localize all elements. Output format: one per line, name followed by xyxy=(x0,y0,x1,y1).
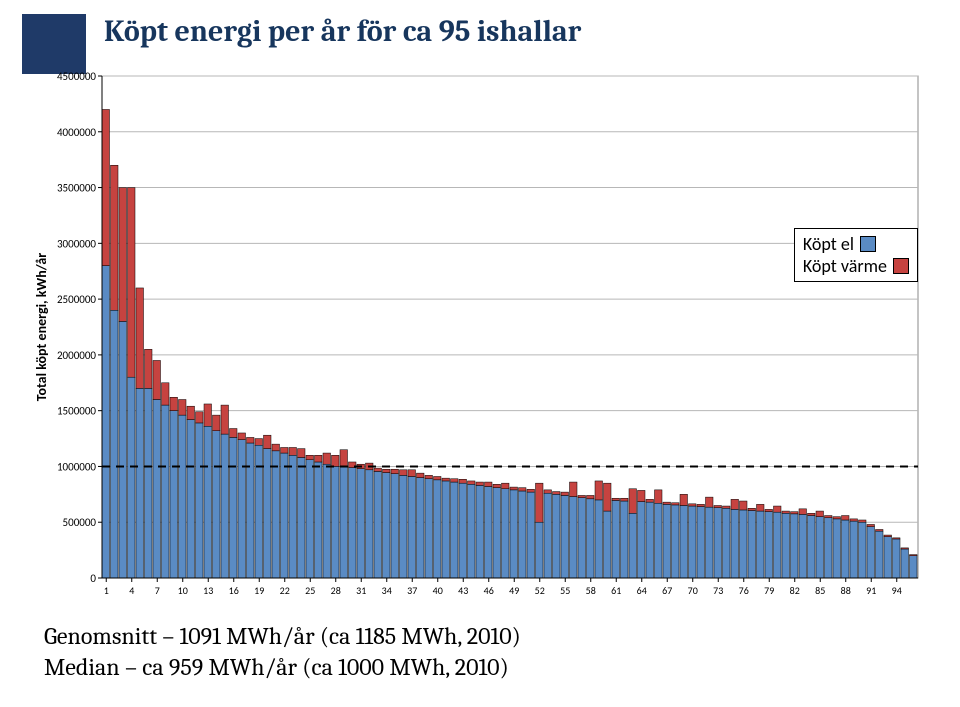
slide-title: Köpt energi per år för ca 95 ishallar xyxy=(104,14,581,49)
svg-text:10: 10 xyxy=(178,584,188,597)
legend-varme-swatch xyxy=(893,258,909,274)
summary-line-1: Genomsnitt – 1091 MWh/år (ca 1185 MWh, 2… xyxy=(44,621,521,652)
legend: Köpt el Köpt värme xyxy=(794,228,918,282)
svg-text:3500000: 3500000 xyxy=(57,182,96,195)
svg-text:67: 67 xyxy=(662,584,672,597)
svg-text:34: 34 xyxy=(382,584,392,597)
svg-text:82: 82 xyxy=(790,584,800,597)
svg-text:25: 25 xyxy=(305,584,315,597)
svg-text:91: 91 xyxy=(866,584,876,597)
svg-text:70: 70 xyxy=(688,584,698,597)
svg-text:49: 49 xyxy=(509,584,519,597)
svg-text:7: 7 xyxy=(155,584,160,597)
slide-accent-box xyxy=(22,14,86,74)
svg-text:2500000: 2500000 xyxy=(57,293,96,306)
svg-text:22: 22 xyxy=(280,584,290,597)
legend-el-swatch xyxy=(860,236,876,252)
svg-text:73: 73 xyxy=(713,584,723,597)
svg-text:52: 52 xyxy=(535,584,545,597)
svg-text:4000000: 4000000 xyxy=(57,126,96,139)
legend-varme-label: Köpt värme xyxy=(803,255,887,277)
svg-text:13: 13 xyxy=(203,584,213,597)
svg-text:88: 88 xyxy=(841,584,851,597)
svg-text:79: 79 xyxy=(764,584,774,597)
svg-text:Total köpt energi, kWh/år: Total köpt energi, kWh/år xyxy=(33,253,50,402)
svg-text:19: 19 xyxy=(254,584,264,597)
svg-text:61: 61 xyxy=(611,584,621,597)
svg-text:4500000: 4500000 xyxy=(57,70,96,83)
svg-text:500000: 500000 xyxy=(63,516,97,529)
svg-text:85: 85 xyxy=(815,584,825,597)
svg-text:94: 94 xyxy=(892,584,902,597)
svg-text:28: 28 xyxy=(331,584,341,597)
svg-text:40: 40 xyxy=(433,584,443,597)
svg-text:37: 37 xyxy=(407,584,417,597)
svg-text:1: 1 xyxy=(104,584,109,597)
svg-text:0: 0 xyxy=(90,572,96,585)
summary-line-2: Median – ca 959 MWh/år (ca 1000 MWh, 201… xyxy=(44,652,521,683)
svg-text:76: 76 xyxy=(739,584,749,597)
svg-text:31: 31 xyxy=(356,584,366,597)
svg-text:55: 55 xyxy=(560,584,570,597)
svg-text:2000000: 2000000 xyxy=(57,349,96,362)
svg-text:1500000: 1500000 xyxy=(57,405,96,418)
svg-text:3000000: 3000000 xyxy=(57,237,96,250)
svg-text:58: 58 xyxy=(586,584,596,597)
svg-text:43: 43 xyxy=(458,584,468,597)
svg-text:4: 4 xyxy=(129,584,134,597)
svg-text:1000000: 1000000 xyxy=(57,460,96,473)
svg-text:46: 46 xyxy=(484,584,494,597)
energy-chart: 0 500000 1000000 1500000 2000000 2500000 30000… xyxy=(28,70,932,608)
legend-el-label: Köpt el xyxy=(803,233,854,255)
svg-text:64: 64 xyxy=(637,584,647,597)
summary-text: Genomsnitt – 1091 MWh/år (ca 1185 MWh, 2… xyxy=(44,621,521,683)
svg-text:16: 16 xyxy=(229,584,239,597)
